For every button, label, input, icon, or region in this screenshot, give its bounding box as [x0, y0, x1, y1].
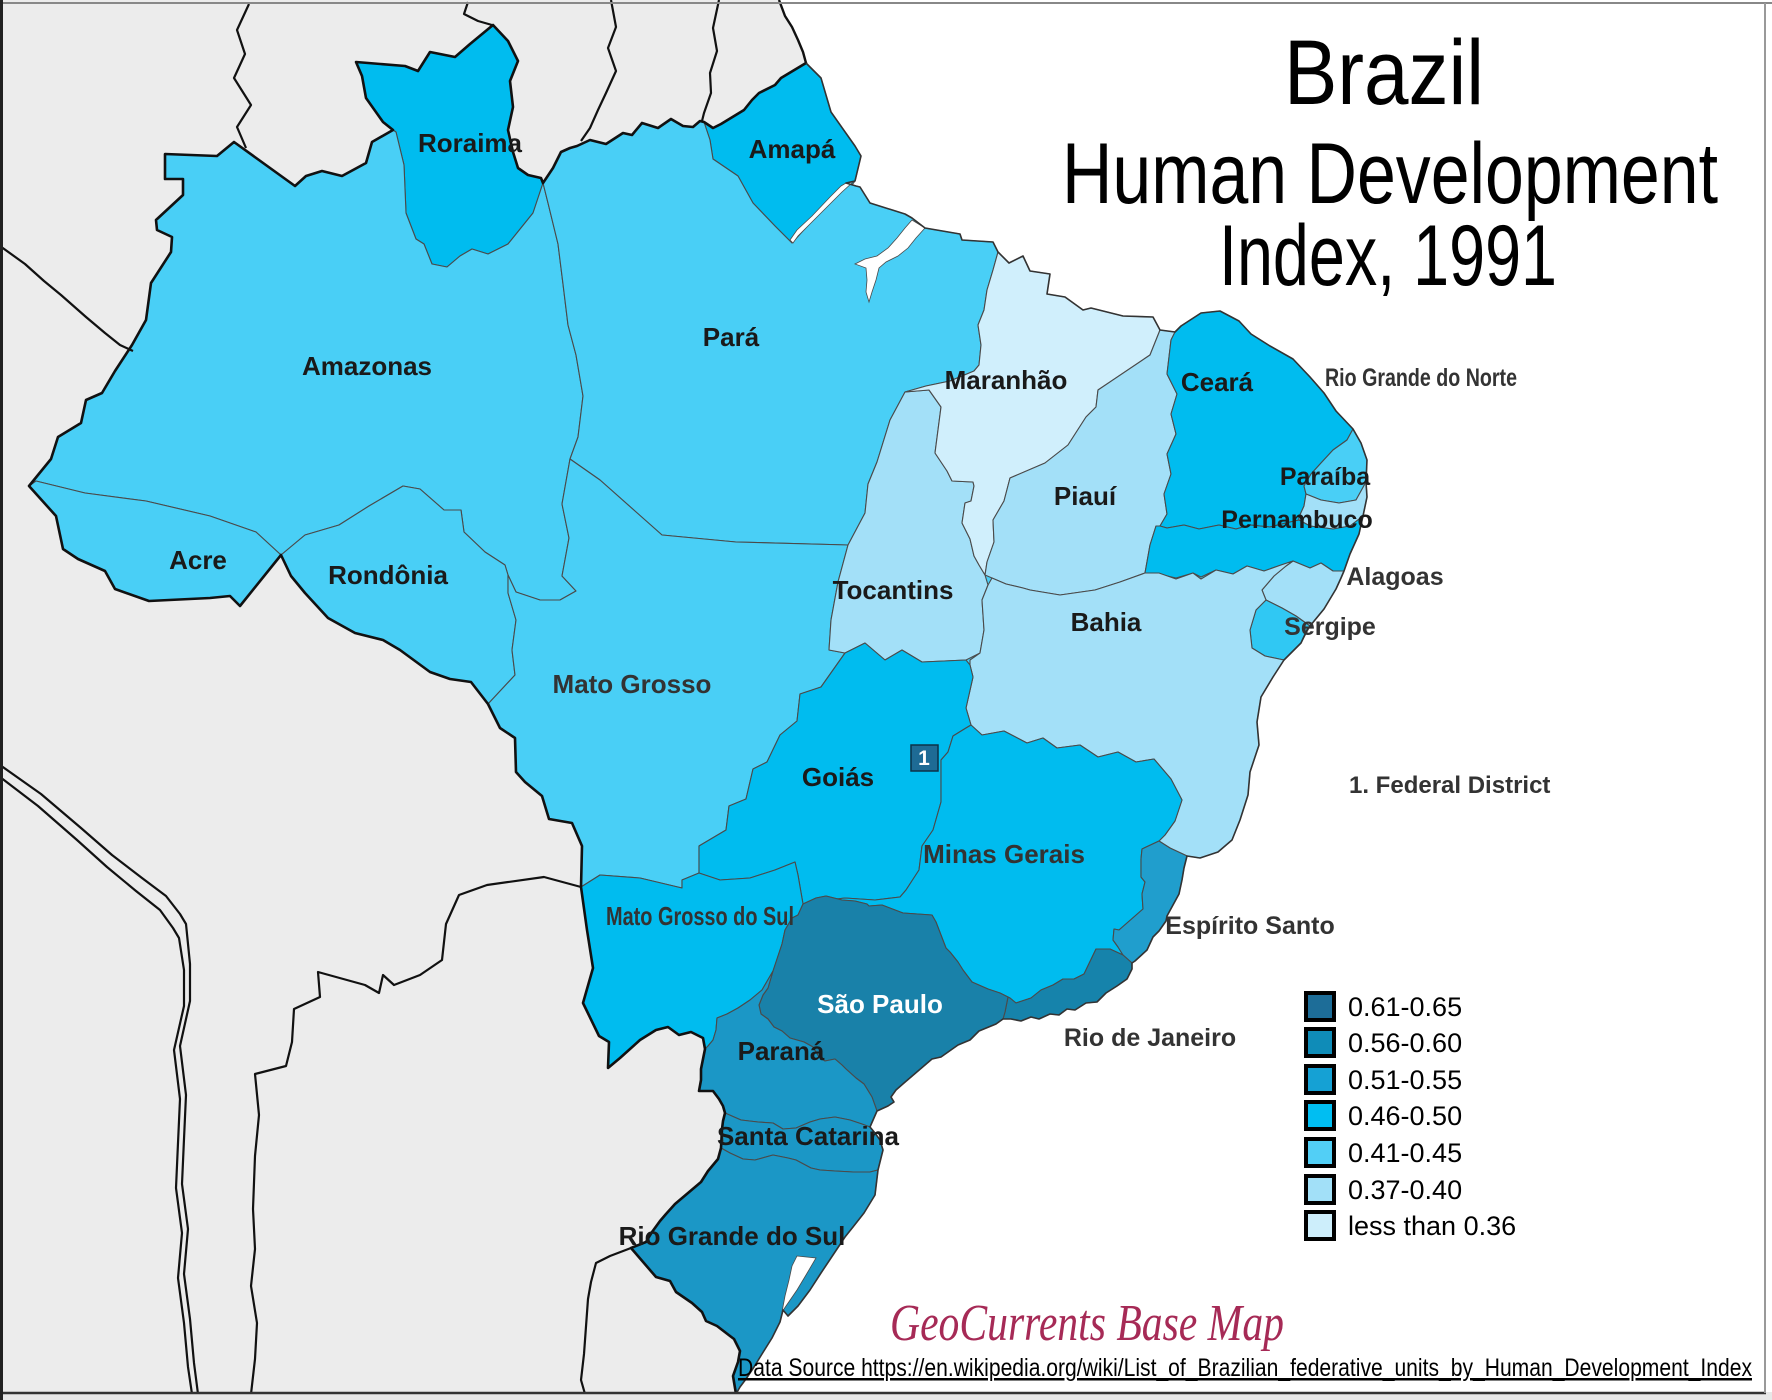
svg-text:Espírito Santo: Espírito Santo	[1165, 912, 1334, 940]
svg-text:0.37-0.40: 0.37-0.40	[1348, 1175, 1462, 1205]
svg-text:Mato Grosso do Sul: Mato Grosso do Sul	[606, 901, 794, 931]
svg-text:Index, 1991: Index, 1991	[1219, 208, 1557, 304]
svg-text:GeoCurrents Base Map: GeoCurrents Base Map	[890, 1295, 1284, 1352]
svg-text:Mato Grosso: Mato Grosso	[553, 669, 712, 699]
svg-text:Piauí: Piauí	[1054, 481, 1117, 511]
svg-text:0.41-0.45: 0.41-0.45	[1348, 1138, 1462, 1168]
svg-text:Pernambuco: Pernambuco	[1221, 506, 1372, 534]
svg-text:0.56-0.60: 0.56-0.60	[1348, 1028, 1462, 1058]
svg-text:1: 1	[918, 747, 930, 770]
svg-text:Santa Catarina: Santa Catarina	[717, 1121, 900, 1151]
svg-text:Rio Grande do Sul: Rio Grande do Sul	[619, 1221, 846, 1251]
svg-text:Goiás: Goiás	[802, 762, 874, 792]
svg-text:less than 0.36: less than 0.36	[1348, 1211, 1516, 1241]
svg-text:Tocantins: Tocantins	[833, 575, 954, 605]
svg-text:Minas Gerais: Minas Gerais	[923, 839, 1085, 869]
svg-text:Amapá: Amapá	[749, 134, 836, 164]
svg-text:Acre: Acre	[169, 545, 227, 575]
svg-text:Amazonas: Amazonas	[302, 351, 432, 381]
svg-text:Rondônia: Rondônia	[328, 560, 448, 590]
svg-text:Brazil: Brazil	[1284, 22, 1484, 124]
svg-text:Bahia: Bahia	[1071, 607, 1142, 637]
svg-text:1. Federal District: 1. Federal District	[1349, 772, 1550, 799]
svg-text:0.61-0.65: 0.61-0.65	[1348, 992, 1462, 1022]
svg-text:0.51-0.55: 0.51-0.55	[1348, 1065, 1462, 1095]
svg-text:Alagoas: Alagoas	[1346, 563, 1443, 591]
svg-text:0.46-0.50: 0.46-0.50	[1348, 1101, 1462, 1131]
svg-text:Rio Grande do Norte: Rio Grande do Norte	[1325, 364, 1517, 392]
svg-text:Pará: Pará	[703, 322, 760, 352]
svg-text:Human Development: Human Development	[1062, 126, 1718, 222]
svg-text:São Paulo: São Paulo	[817, 989, 943, 1019]
svg-text:Rio de Janeiro: Rio de Janeiro	[1064, 1024, 1236, 1052]
svg-text:Paraná: Paraná	[738, 1036, 825, 1066]
svg-text:Roraima: Roraima	[418, 128, 523, 158]
svg-text:Paraíba: Paraíba	[1280, 463, 1371, 491]
svg-text:Maranhão: Maranhão	[945, 365, 1068, 395]
svg-text:Ceará: Ceará	[1181, 367, 1254, 397]
svg-text:Data Source https://en.wikiped: Data Source https://en.wikipedia.org/wik…	[738, 1354, 1752, 1382]
svg-text:Sergipe: Sergipe	[1284, 613, 1376, 641]
